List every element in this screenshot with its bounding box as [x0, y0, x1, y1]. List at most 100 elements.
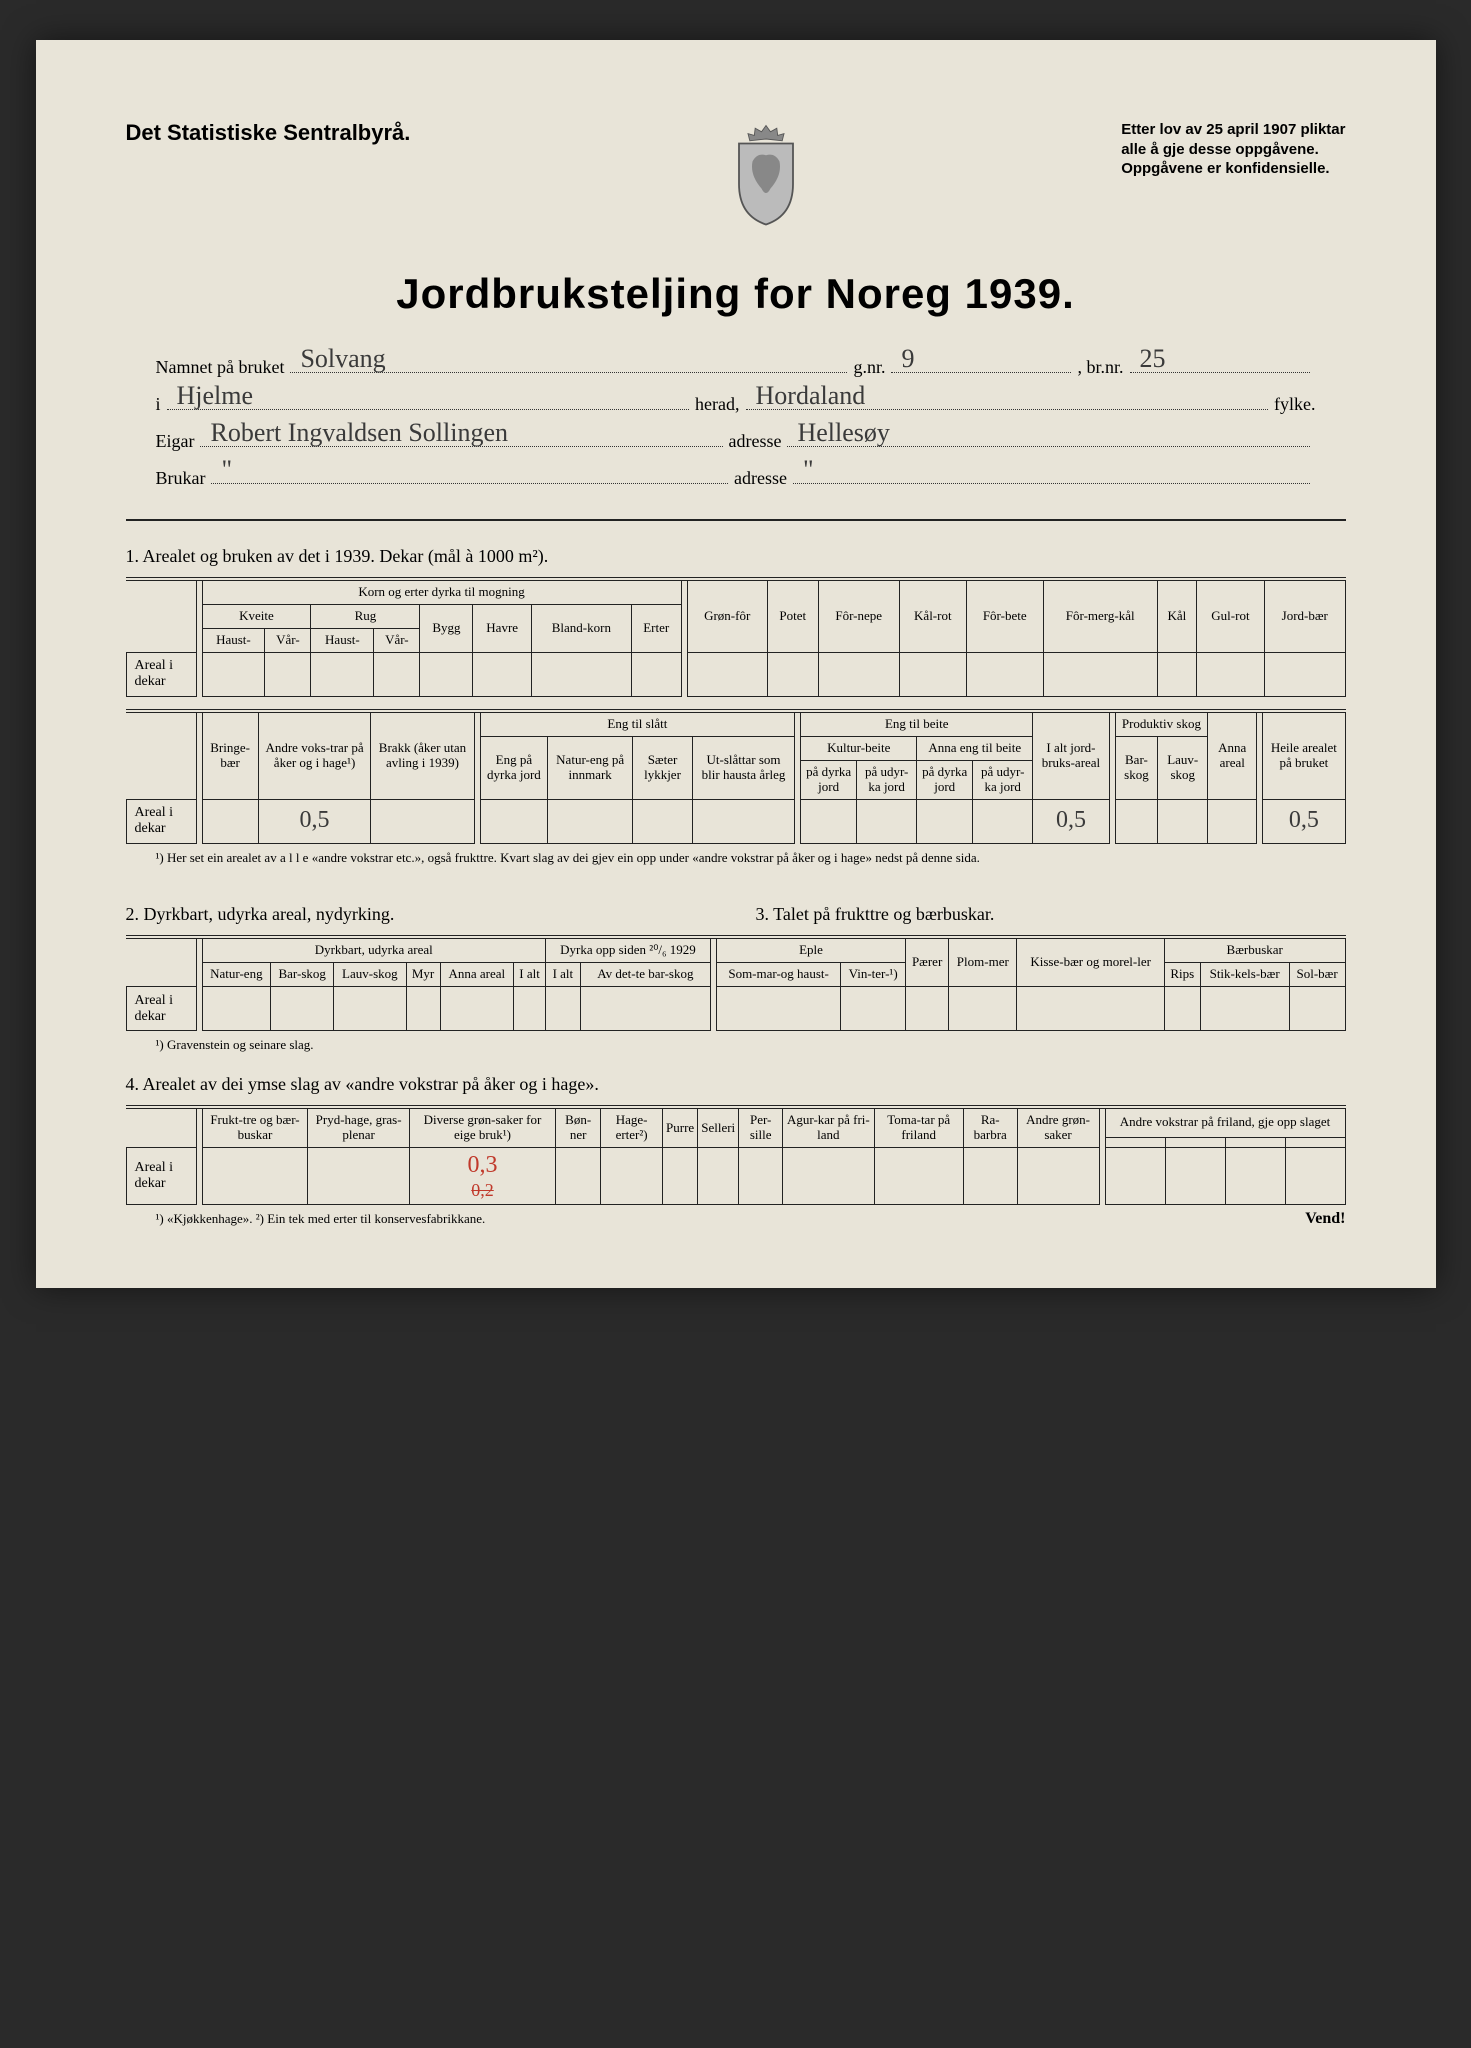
- col-header: Myr: [406, 963, 440, 987]
- col-header: Anna eng til beite: [917, 736, 1033, 760]
- col-header: Bygg: [420, 604, 473, 652]
- brnr-value: 25: [1140, 344, 1166, 374]
- col-header: Vår-: [374, 628, 420, 652]
- col-header: Av det-te bar-skog: [580, 963, 710, 987]
- col-header: Eng på dyrka jord: [480, 736, 548, 799]
- col-header: I alt: [514, 963, 546, 987]
- col-header: Andre vokstrar på friland, gje opp slage…: [1105, 1107, 1345, 1137]
- val-andre: 0,5: [258, 799, 371, 843]
- col-header: Toma-tar på friland: [874, 1107, 963, 1147]
- row-label: Areal i dekar: [126, 987, 196, 1031]
- col-header: Kultur-beite: [801, 736, 917, 760]
- user-label: Brukar: [156, 468, 206, 489]
- col-header: Haust-: [202, 628, 265, 652]
- col-header: Plom-mer: [949, 937, 1017, 986]
- header: Det Statistiske Sentralbyrå. Etter lov a…: [126, 120, 1346, 230]
- col-header: Haust-: [311, 628, 374, 652]
- section1-table-b: Bringe-bær Andre voks-trar på åker og i …: [126, 709, 1346, 844]
- fylke-label: fylke.: [1274, 394, 1315, 415]
- col-header: Kål-rot: [899, 579, 966, 652]
- col-header: Bland-korn: [531, 604, 631, 652]
- gnr-value: 9: [901, 344, 914, 374]
- val-ialt: 0,5: [1033, 799, 1109, 843]
- addr-label: adresse: [734, 468, 787, 489]
- coat-of-arms-icon: [721, 120, 811, 230]
- i-label: i: [156, 394, 161, 415]
- col-header: Andre grøn-saker: [1017, 1107, 1099, 1147]
- col-header: Jord-bær: [1265, 579, 1345, 652]
- col-header: Lauv-skog: [1158, 736, 1208, 799]
- section1-table-a: Korn og erter dyrka til mogning Grøn-fôr…: [126, 577, 1346, 697]
- row-label: Areal i dekar: [126, 799, 196, 843]
- row-label: Areal i dekar: [126, 1148, 196, 1205]
- legal-notice: Etter lov av 25 april 1907 pliktar alle …: [1121, 120, 1345, 179]
- col-header: Gul-rot: [1196, 579, 1264, 652]
- section3-title: 3. Talet på frukttre og bærbuskar.: [756, 904, 1346, 925]
- section2-footnote: ¹) Gravenstein og seinare slag.: [156, 1037, 1346, 1054]
- val-diverse: 0,3 0,2: [409, 1148, 555, 1205]
- col-header: Som-mar-og haust-: [716, 963, 840, 987]
- col-header: Lauv-skog: [334, 963, 406, 987]
- col-header: Bringe-bær: [202, 711, 258, 799]
- col-header: Rips: [1164, 963, 1200, 987]
- page-title: Jordbruksteljing for Noreg 1939.: [126, 270, 1346, 318]
- owner-label: Eigar: [156, 431, 195, 452]
- col-header: Hage-erter²): [601, 1107, 663, 1147]
- col-header: Potet: [767, 579, 818, 652]
- owner-value: Robert Ingvaldsen Sollingen: [210, 418, 508, 448]
- col-header: Vår-: [265, 628, 311, 652]
- col-header: Fôr-nepe: [818, 579, 899, 652]
- document-page: Det Statistiske Sentralbyrå. Etter lov a…: [36, 40, 1436, 1288]
- legal-line: Etter lov av 25 april 1907 pliktar: [1121, 120, 1345, 140]
- section1-title: 1. Arealet og bruken av det i 1939. Deka…: [126, 546, 1346, 567]
- owner-addr-value: Hellesøy: [797, 418, 889, 448]
- user-addr-value: ": [803, 455, 814, 485]
- row-label: Areal i dekar: [126, 652, 196, 696]
- col-header: Eng til slått: [480, 711, 795, 736]
- turn-over-label: Vend!: [1305, 1210, 1345, 1228]
- col-header: I alt jord-bruks-areal: [1033, 711, 1109, 799]
- legal-line: Oppgåvene er konfidensielle.: [1121, 159, 1345, 179]
- col-header: Purre: [663, 1107, 698, 1147]
- col-header: Eple: [716, 937, 905, 962]
- col-header: på dyrka jord: [917, 760, 973, 799]
- section2-3-table: Dyrkbart, udyrka areal Dyrka opp siden ²…: [126, 935, 1346, 1031]
- col-header: Frukt-tre og bær-buskar: [202, 1107, 308, 1147]
- brnr-label: br.nr.: [1086, 357, 1123, 378]
- col-header: Bøn-ner: [556, 1107, 601, 1147]
- farm-name-label: Namnet på bruket: [156, 357, 285, 378]
- col-header: Pærer: [906, 937, 949, 986]
- col-header: Natur-eng på innmark: [548, 736, 633, 799]
- section4-table: Frukt-tre og bær-buskar Pryd-hage, gras-…: [126, 1105, 1346, 1205]
- col-header: Havre: [473, 604, 531, 652]
- col-header: Bar-skog: [271, 963, 334, 987]
- col-header: Brakk (åker utan avling i 1939): [371, 711, 474, 799]
- col-header: Sol-bær: [1289, 963, 1345, 987]
- col-header: Fôr-bete: [966, 579, 1043, 652]
- agency-name: Det Statistiske Sentralbyrå.: [126, 120, 411, 146]
- gnr-label: g.nr.: [853, 357, 885, 378]
- col-header: Dyrkbart, udyrka areal: [202, 937, 545, 962]
- col-header: Eng til beite: [801, 711, 1033, 736]
- col-header: på udyr-ka jord: [973, 760, 1033, 799]
- farm-name-value: Solvang: [300, 344, 385, 374]
- col-header: Bar-skog: [1115, 736, 1158, 799]
- col-header: Produktiv skog: [1115, 711, 1208, 736]
- col-header: Ra-barbra: [963, 1107, 1017, 1147]
- col-header: Andre voks-trar på åker og i hage¹): [258, 711, 371, 799]
- identification-form: Namnet på bruket Solvang g.nr. 9 , br.nr…: [156, 353, 1316, 489]
- user-value: ": [221, 455, 232, 485]
- section4-footnote: ¹) «Kjøkkenhage». ²) Ein tek med erter t…: [156, 1211, 486, 1228]
- col-header: Dyrka opp siden ²⁰/₆ 1929: [545, 937, 710, 962]
- col-header: Agur-kar på fri-land: [783, 1107, 874, 1147]
- section1-footnote: ¹) Her set ein arealet av a l l e «andre…: [156, 850, 1346, 867]
- col-header: Kål: [1157, 579, 1196, 652]
- col-header: på dyrka jord: [801, 760, 857, 799]
- col-header: Ut-slåttar som blir hausta årleg: [692, 736, 794, 799]
- col-header: Grøn-fôr: [687, 579, 767, 652]
- legal-line: alle å gje desse oppgåvene.: [1121, 140, 1345, 160]
- col-header: Erter: [631, 604, 681, 652]
- col-header: Selleri: [698, 1107, 739, 1147]
- col-header: på udyr-ka jord: [857, 760, 917, 799]
- col-header: Pryd-hage, gras-plenar: [308, 1107, 409, 1147]
